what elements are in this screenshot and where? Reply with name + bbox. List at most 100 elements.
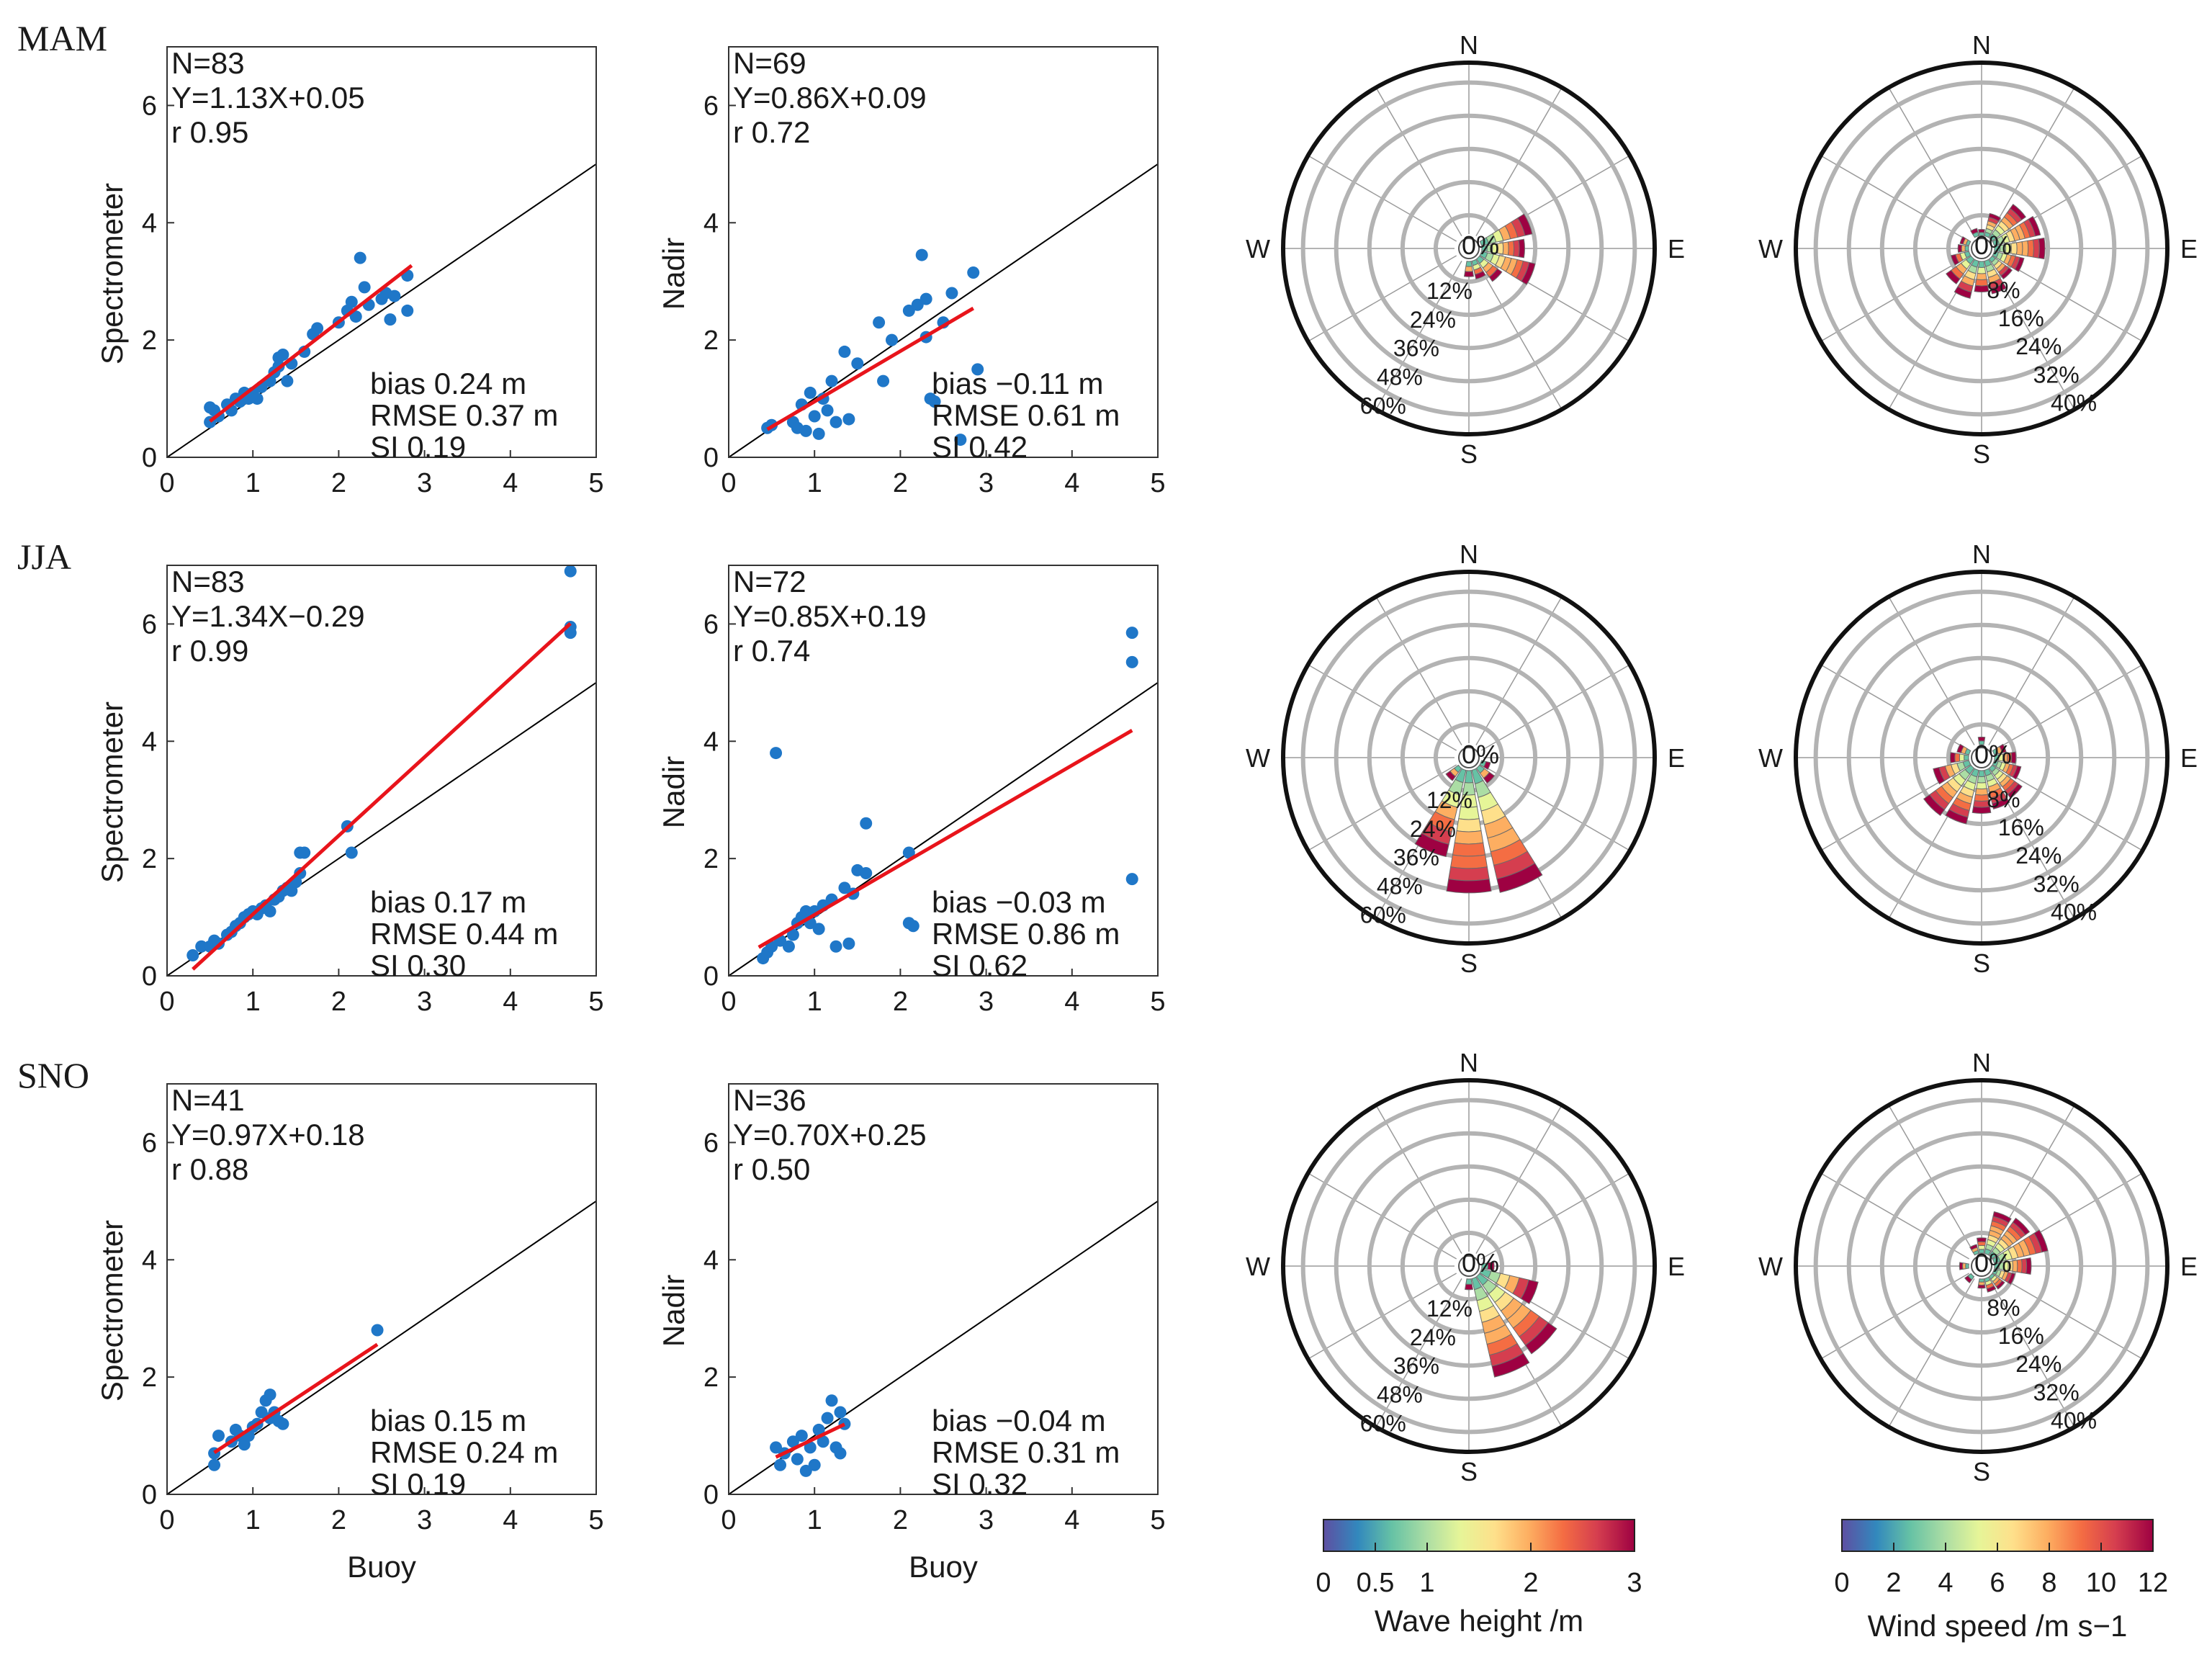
- rose-west-label: W: [1758, 1252, 1783, 1281]
- scatter-panel-mam-spectrometer: 0 1 2 3 4 5 0 2 4 6 Spectrometer N=83Y=1.13X+0.05r …: [95, 46, 604, 498]
- rose-ring: [1813, 1098, 2150, 1435]
- rose-petal-segment: [1518, 238, 1525, 259]
- wind-speed-colorbar: 0 2 4 6 8 10 12 Wind speed /m s−1: [1834, 1519, 2168, 1643]
- data-point: [388, 290, 401, 302]
- scatter-panel-jja-nadir: 0 1 2 3 4 5 0 2 4 6 Nadir N=72Y=0.85X+0.19r 0.74 bia…: [657, 565, 1166, 1017]
- x-axis-title: Buoy: [347, 1550, 416, 1584]
- x-tick-label: 5: [588, 987, 603, 1017]
- rose-east-label: E: [2180, 743, 2198, 773]
- x-tick-label: 2: [331, 468, 346, 498]
- data-point: [212, 1430, 225, 1443]
- rose-ring-label: 40%: [2051, 899, 2097, 925]
- data-point: [770, 1441, 783, 1454]
- rose-petal-segment: [2012, 765, 2022, 780]
- rose-petal-segment: [1956, 743, 1964, 753]
- stat-bias: bias −0.04 m: [932, 1404, 1106, 1437]
- data-point: [782, 940, 795, 953]
- rose-petal-segment: [2007, 1273, 2016, 1285]
- y-tick-label: 0: [142, 443, 157, 473]
- y-tick-label: 4: [703, 208, 719, 238]
- plot-frame: [166, 46, 597, 458]
- data-point: [907, 920, 920, 933]
- data-point: [208, 1458, 221, 1471]
- y-axis-title: Nadir: [657, 238, 691, 310]
- y-tick-label: 4: [703, 727, 719, 757]
- colorbar-tick-label: 10: [2086, 1568, 2116, 1598]
- rose-south-label: S: [1973, 439, 1990, 469]
- stat-correlation: r 0.50: [733, 1152, 810, 1186]
- rose-petal-segment: [1945, 809, 1969, 825]
- data-point: [808, 410, 821, 423]
- rose-petal-segment: [1951, 254, 1960, 266]
- data-point: [564, 565, 577, 578]
- stat-si: SI 0.42: [932, 430, 1028, 464]
- rose-petal-segment: [1448, 866, 1490, 881]
- y-tick-label: 6: [703, 609, 719, 640]
- data-point: [349, 310, 362, 323]
- rose-ring-label: 12%: [1426, 787, 1473, 813]
- colorbar-tick-label: 2: [1886, 1568, 1901, 1598]
- rose-petal-segment: [1992, 1211, 2012, 1224]
- rose-petal-segment: [1962, 1262, 1966, 1270]
- x-tick-label: 5: [588, 1505, 603, 1535]
- y-tick-label: 6: [703, 1128, 719, 1158]
- x-tick-label: 4: [1064, 468, 1079, 498]
- data-point: [877, 374, 890, 387]
- rose-calm-label: 0%: [1974, 740, 2012, 769]
- regression-line: [775, 1422, 845, 1459]
- rose-south-label: S: [1460, 948, 1478, 978]
- rose-petal-segment: [1974, 788, 1989, 796]
- rose-east-label: E: [1668, 743, 1685, 773]
- rose-petal-segment: [1961, 244, 1966, 253]
- rose-calm-circle: [1458, 1255, 1480, 1277]
- data-point: [812, 427, 825, 440]
- data-point: [401, 304, 414, 317]
- data-point: [911, 298, 924, 311]
- rose-petal-segment: [2026, 1257, 2032, 1275]
- y-axis-title: Nadir: [657, 1275, 691, 1347]
- rose-petal-segment: [2032, 238, 2040, 259]
- stat-si: SI 0.30: [370, 948, 466, 982]
- rose-petal-segment: [2014, 256, 2025, 272]
- y-tick-label: 6: [142, 91, 157, 121]
- rose-ring-label: 12%: [1426, 278, 1473, 304]
- rose-north-label: N: [1460, 30, 1478, 60]
- rose-petal-segment: [1964, 754, 1969, 761]
- rose-ring-label: 12%: [1426, 1296, 1473, 1322]
- regression-line: [766, 306, 974, 431]
- data-point: [954, 434, 967, 447]
- rose-calm-circle: [1971, 747, 1992, 768]
- y-tick-label: 4: [142, 1245, 157, 1275]
- y-axis-title: Spectrometer: [95, 1220, 129, 1401]
- roses-layer: 0%NSEW12%24%36%48%60%0%NSEW8%16%24%32%40…: [1246, 30, 2198, 1486]
- rose-calm-label: 0%: [1974, 1248, 2012, 1278]
- y-axis-title: Nadir: [657, 756, 691, 828]
- x-tick-label: 0: [721, 987, 736, 1017]
- rose-ring: [1879, 146, 2084, 351]
- x-tick-label: 4: [503, 468, 518, 498]
- stat-fit-equation: Y=1.13X+0.05: [171, 81, 365, 115]
- wave-rose-jja: 0% N S E W 12% 24% 36% 48% 60%: [1246, 539, 1685, 978]
- data-point: [830, 940, 842, 953]
- data-point: [885, 333, 898, 346]
- data-point: [255, 1406, 268, 1419]
- season-label-jja: JJA: [17, 537, 71, 577]
- rose-petal-segment: [1977, 1241, 1987, 1247]
- y-tick-label: 2: [142, 844, 157, 874]
- colorbar-tick-label: 0: [1834, 1568, 1849, 1598]
- data-point: [851, 357, 864, 370]
- stat-correlation: r 0.72: [733, 115, 810, 149]
- data-point: [1125, 655, 1138, 668]
- rose-petal-segment: [1950, 752, 1956, 763]
- rose-petal-segment: [1957, 244, 1963, 253]
- data-point: [264, 1388, 276, 1401]
- rose-petal-segment: [2021, 240, 2029, 257]
- data-point: [384, 313, 397, 326]
- stat-rmse: RMSE 0.61 m: [932, 398, 1120, 432]
- rose-petal-segment: [1946, 269, 1961, 284]
- rose-petal-segment: [1977, 736, 1986, 742]
- x-tick-label: 3: [417, 468, 432, 498]
- data-point: [812, 1423, 825, 1436]
- rose-petal-segment: [1496, 862, 1543, 893]
- rose-ring: [1334, 113, 1604, 384]
